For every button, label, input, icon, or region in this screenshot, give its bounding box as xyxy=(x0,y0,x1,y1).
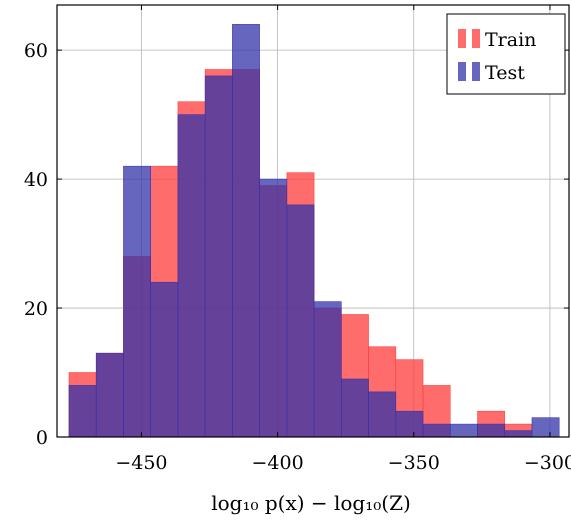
bar-test xyxy=(422,423,451,438)
x-tick-label: −400 xyxy=(252,452,304,474)
x-tick-label: −300 xyxy=(524,452,571,474)
legend-swatch xyxy=(472,29,480,48)
legend-label: Test xyxy=(485,62,525,84)
bar-test xyxy=(368,391,397,438)
bar-test xyxy=(150,281,179,438)
bar-test xyxy=(123,165,151,438)
bar-test xyxy=(504,430,533,438)
series-test xyxy=(68,24,560,438)
y-tick-label: 0 xyxy=(36,427,48,449)
bar-test xyxy=(204,75,233,438)
y-tick-label: 20 xyxy=(24,298,48,320)
y-tick-label: 40 xyxy=(24,169,48,191)
legend: Train Test xyxy=(446,13,566,95)
legend-swatch xyxy=(458,29,466,48)
y-tick-label: 60 xyxy=(24,40,48,62)
x-axis-label: log₁₀ p(x) − log₁₀(Z) xyxy=(211,491,411,515)
bar-test xyxy=(259,178,288,438)
x-tick-labels: −450 −400 −350 −300 xyxy=(115,452,571,474)
bar-test xyxy=(531,417,560,438)
legend-item-train: Train xyxy=(458,29,536,51)
bar-test xyxy=(95,352,124,438)
legend-box xyxy=(446,13,566,95)
x-tick-label: −350 xyxy=(388,452,440,474)
bar-test xyxy=(313,301,342,438)
bar-test xyxy=(449,423,478,438)
legend-label: Train xyxy=(485,29,536,51)
plot-frame xyxy=(56,4,570,438)
bar-test xyxy=(68,385,97,438)
bars xyxy=(68,24,560,438)
legend-swatch xyxy=(458,62,466,81)
bar-test xyxy=(232,24,260,438)
bar-test xyxy=(477,423,506,438)
bar-test xyxy=(177,114,206,438)
bar-test xyxy=(395,410,424,438)
legend-swatch xyxy=(472,62,480,81)
bar-test xyxy=(341,378,369,438)
y-tick-labels: 0 20 40 60 xyxy=(24,40,48,449)
bar-test xyxy=(286,204,315,438)
x-tick-label: −450 xyxy=(115,452,167,474)
legend-item-test: Test xyxy=(458,62,525,84)
